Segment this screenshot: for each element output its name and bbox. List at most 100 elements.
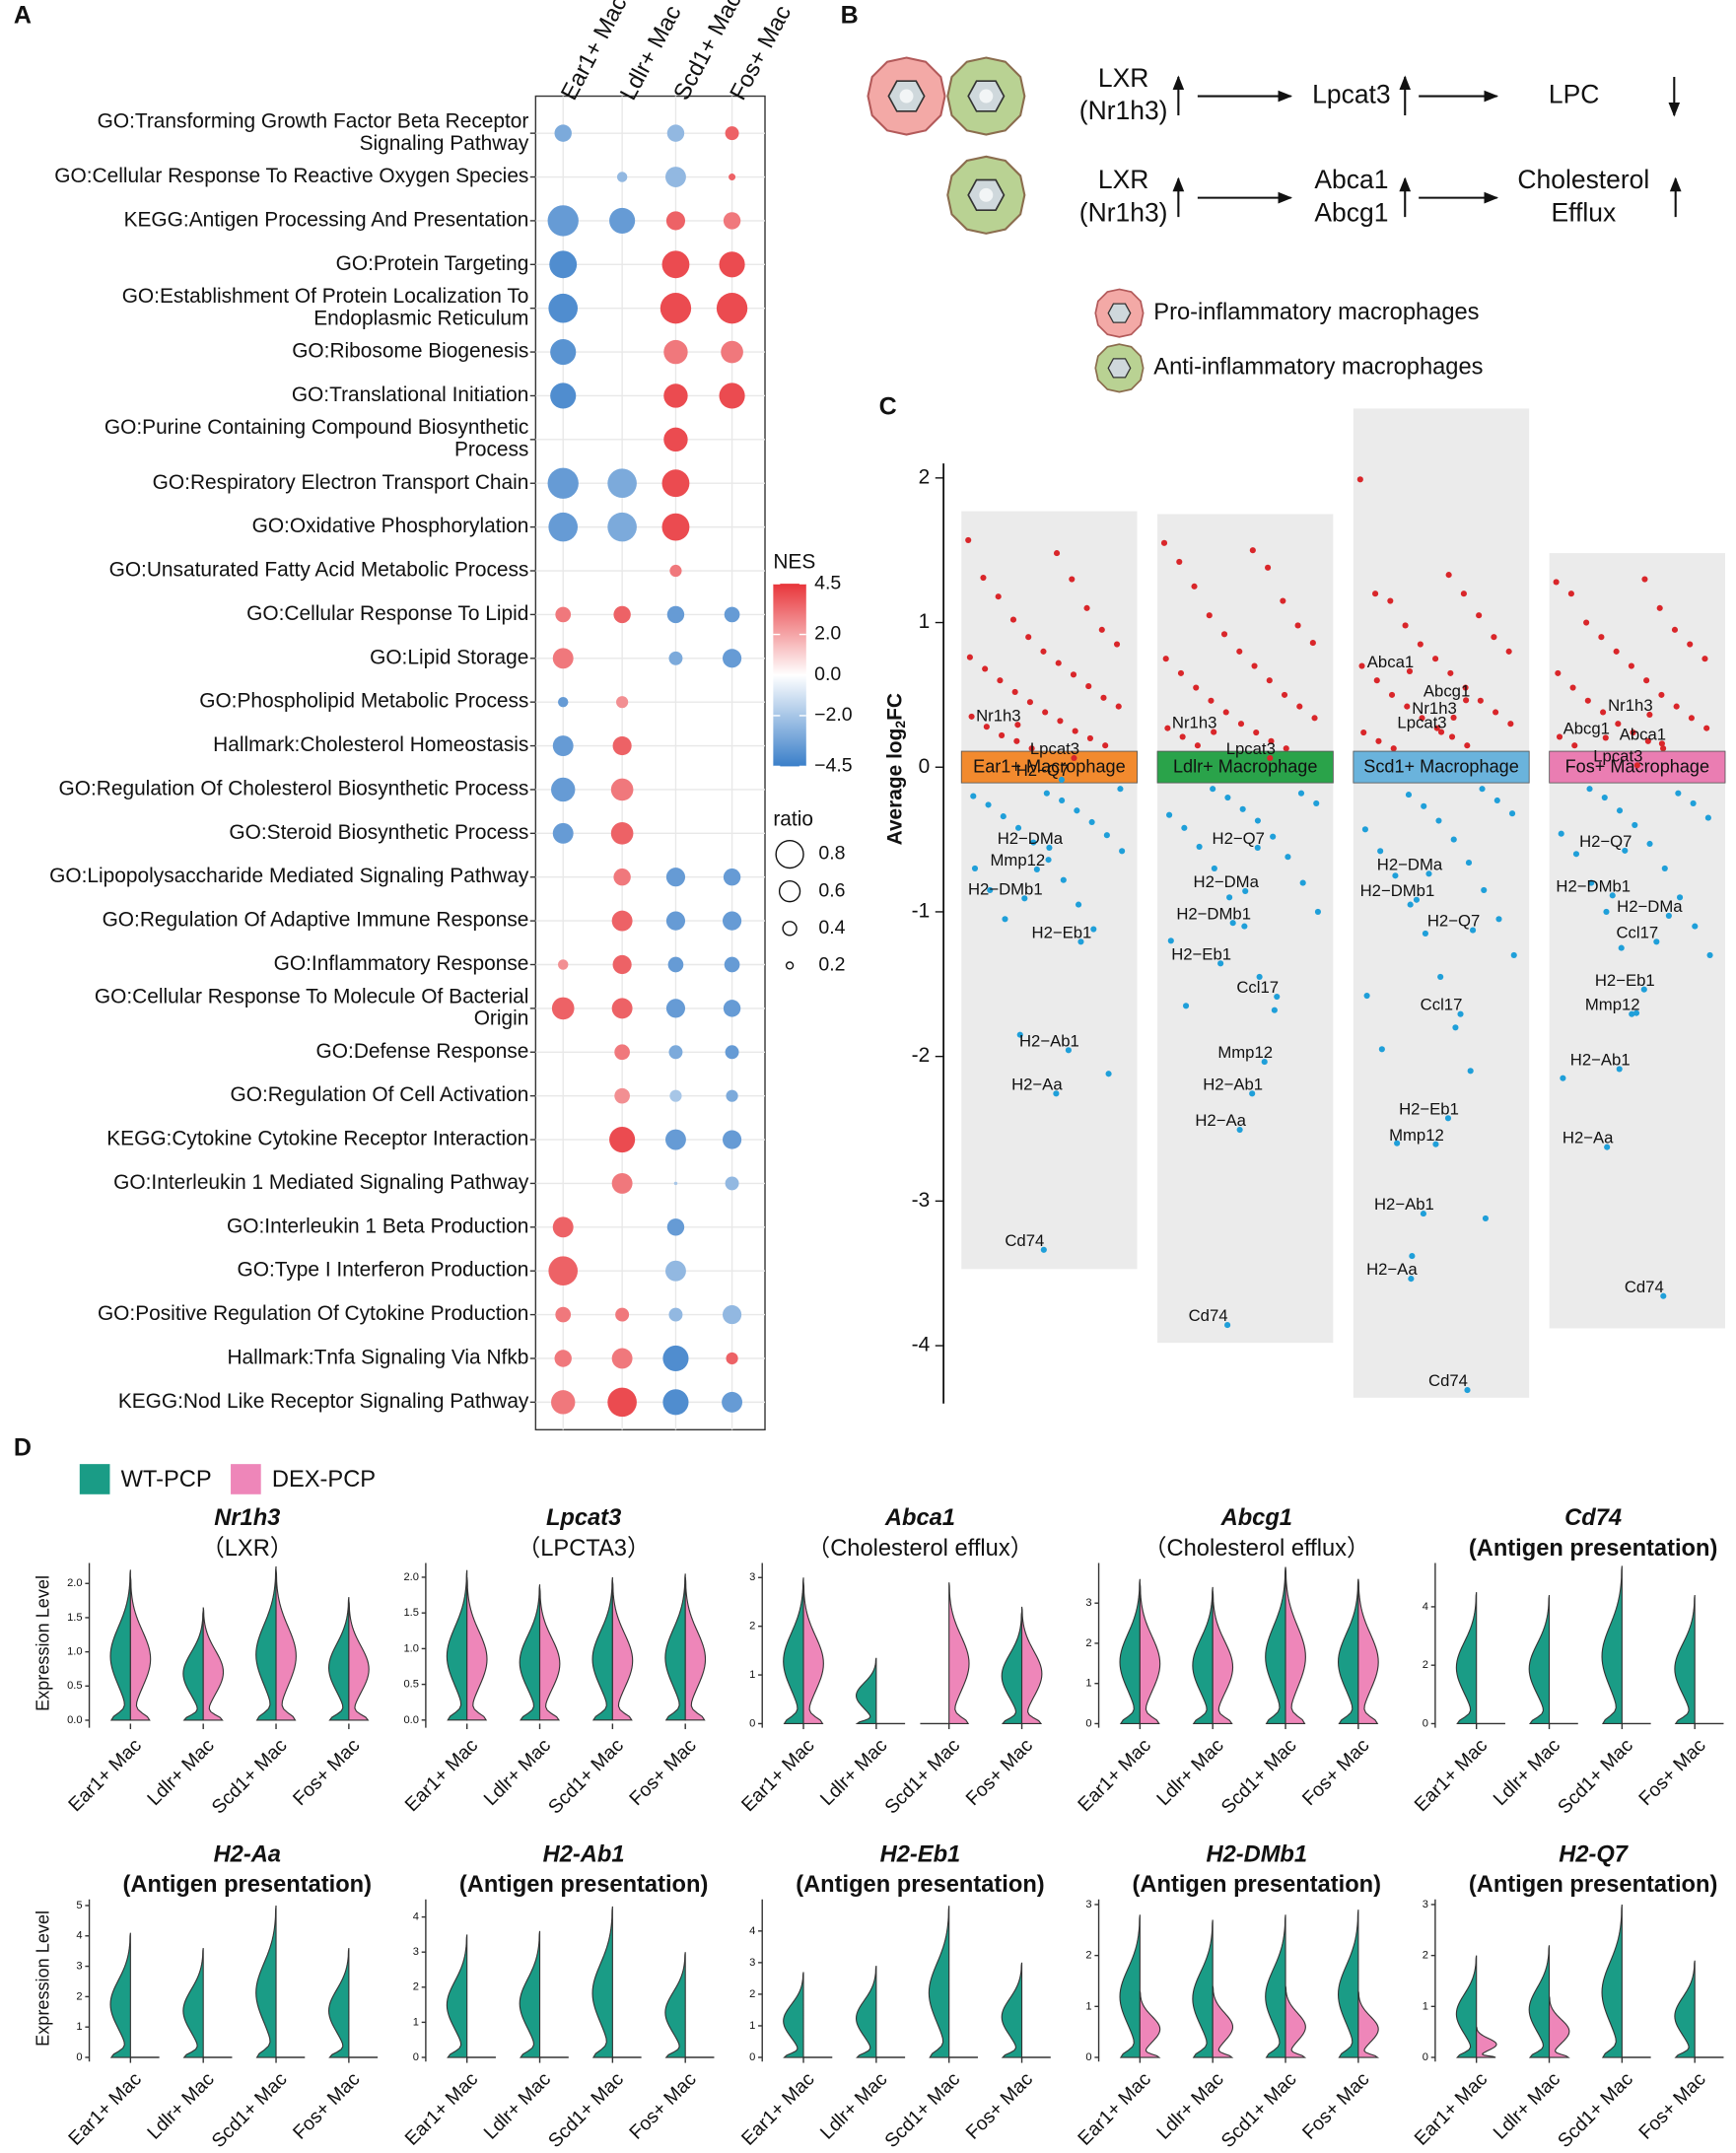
x-tick-label: Scd1+ Mac [544, 2068, 628, 2152]
size-key [782, 921, 798, 937]
x-tick-label: Fos+ Mac [962, 2068, 1038, 2144]
point [1432, 656, 1439, 662]
dot [725, 126, 739, 141]
gene-label: H2−DMb1 [1176, 904, 1251, 923]
violin-half [1455, 1955, 1478, 2058]
point [1598, 634, 1605, 641]
violin-subtitle: (Antigen presentation) [459, 1872, 709, 1898]
point [1285, 854, 1291, 861]
dot [550, 339, 577, 366]
y-tick-label: -1 [912, 899, 931, 922]
dot [548, 293, 579, 323]
dot [668, 1045, 683, 1060]
point [1210, 786, 1216, 793]
dot [661, 469, 690, 498]
point [1377, 848, 1384, 855]
dot [726, 1089, 738, 1102]
dot [662, 1389, 689, 1416]
panel-label: D [14, 1433, 32, 1461]
dot [665, 868, 686, 887]
cluster-label: Ear1+ Macrophage [973, 757, 1126, 777]
panel-label: A [14, 1, 32, 29]
violin-half [1285, 1985, 1307, 2058]
y-tick-label: 0 [76, 2051, 82, 2063]
point [1117, 786, 1124, 793]
y-tick-label: 5 [76, 1900, 82, 1911]
point [1656, 604, 1663, 611]
point [1508, 810, 1516, 817]
point [1613, 648, 1620, 655]
term-label: GO:Cellular Response To Lipid [246, 602, 528, 625]
point [1083, 604, 1090, 611]
point [1249, 547, 1256, 554]
point [1646, 840, 1653, 848]
dot [722, 911, 742, 931]
point [1687, 641, 1694, 648]
gene-point [1469, 927, 1477, 934]
point [1296, 703, 1303, 710]
y-tick-label: 1 [76, 2021, 82, 2033]
point [1673, 703, 1680, 710]
point [1299, 879, 1306, 886]
dot [661, 250, 690, 279]
diagram-legend: Anti-inflammatory macrophages [1153, 355, 1483, 381]
x-tick-label: Scd1+ Mac [880, 2068, 964, 2152]
point [1404, 703, 1411, 710]
diagram-text: LXR [1098, 63, 1149, 93]
point [1407, 901, 1414, 908]
x-tick-label: Fos+ Mac [962, 1734, 1038, 1810]
term-label: GO:Positive Regulation Of Cytokine Produ… [98, 1302, 528, 1325]
point [1586, 786, 1593, 793]
violin-half [1337, 1910, 1359, 2058]
violin-half [1601, 1904, 1623, 2058]
point [1661, 865, 1668, 871]
violin-half [202, 1607, 225, 1721]
point [1419, 715, 1425, 722]
violin-half [1476, 2026, 1497, 2058]
gene-label: Ccl17 [1616, 923, 1658, 941]
point [1281, 691, 1288, 698]
point [1280, 597, 1286, 604]
point [1583, 619, 1590, 626]
point [1069, 576, 1076, 583]
gene-label: H2−Q7 [1579, 832, 1632, 851]
gene-point [1604, 1144, 1611, 1150]
term-label: GO:Establishment Of Protein Localization… [122, 285, 529, 308]
gene-point [1236, 1126, 1243, 1134]
point [1510, 951, 1517, 959]
point [1394, 1140, 1401, 1146]
gene-label: Mmp12 [1389, 1126, 1444, 1145]
gene-label: Cd74 [1625, 1278, 1664, 1296]
point [1388, 691, 1396, 698]
term-label: GO:Cellular Response To Molecule Of Bact… [95, 985, 529, 1007]
violin-half [519, 1930, 541, 2058]
dot [663, 339, 688, 365]
gene-label: H2−Aa [1195, 1111, 1246, 1130]
dot [548, 512, 579, 542]
term-label: Origin [474, 1007, 529, 1030]
violin-half [1455, 1592, 1478, 1725]
point [1409, 1253, 1416, 1260]
y-tick-label: 3 [749, 1957, 755, 1969]
x-tick-label: Ldlr+ Mac [816, 2068, 892, 2144]
term-label: Process [454, 439, 528, 461]
dot [616, 696, 629, 709]
cell-nucleus [1107, 358, 1132, 379]
violin-title: Lpcat3 [546, 1505, 621, 1531]
point [1433, 725, 1440, 731]
point [997, 677, 1004, 684]
point [1360, 729, 1367, 736]
point [1098, 626, 1105, 633]
cell-core [899, 89, 914, 104]
y-tick-label: -3 [912, 1189, 931, 1212]
diagram-text: LPC [1549, 80, 1600, 109]
point [1493, 709, 1499, 716]
term-label: Signaling Pathway [360, 132, 529, 155]
violin-half [1548, 1995, 1570, 2058]
violin-half [1674, 1594, 1696, 1725]
term-label: KEGG:Nod Like Receptor Signaling Pathway [118, 1390, 529, 1413]
point [1615, 721, 1622, 728]
point [1100, 694, 1107, 701]
point [1701, 656, 1708, 662]
figure-content: A B C D GO:Transforming Growth Factor Beta R… [14, 0, 1726, 2152]
